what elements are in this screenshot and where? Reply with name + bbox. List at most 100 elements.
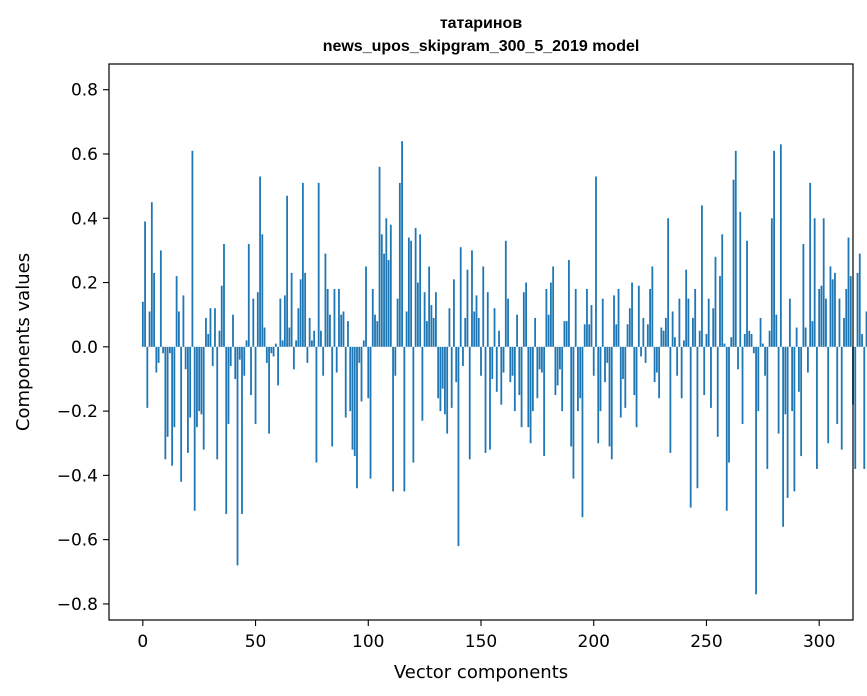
bar-277 [766,346,769,469]
bar-272 [755,346,757,595]
bar-227 [653,346,656,383]
bar-93 [351,346,354,450]
bar-44 [241,346,243,514]
bar-42 [236,346,239,566]
x-tick-label: 250 [690,632,722,652]
bar-25 [198,346,201,412]
bar-62 [281,340,284,347]
bar-198 [588,324,591,347]
bar-30 [209,308,212,347]
bar-305 [829,266,832,347]
bar-103 [374,314,376,347]
bar-104 [376,321,379,347]
bar-10 [164,346,167,460]
bar-100 [367,346,370,399]
bar-195 [581,346,584,518]
bar-176 [538,346,541,370]
x-tick-label: 150 [465,632,497,652]
y-tick-label: 0.4 [71,209,98,229]
bar-140 [457,346,460,547]
bar-202 [597,346,600,444]
bar-182 [552,266,555,347]
bar-1 [144,221,146,347]
bar-306 [831,279,834,347]
bar-169 [522,292,525,347]
bar-260 [728,346,730,463]
bar-109 [387,260,390,347]
bar-55 [265,346,268,363]
bar-48 [250,346,252,396]
bar-282 [777,346,780,434]
bar-249 [703,346,706,396]
bar-196 [583,324,586,347]
bar-87 [338,288,340,347]
bar-173 [531,346,534,412]
bar-251 [707,298,710,347]
y-tick-label: 0.6 [71,145,98,165]
bar-163 [509,346,512,383]
bar-52 [259,176,261,347]
bar-201 [595,176,597,347]
bar-63 [283,295,286,347]
bar-81 [324,253,327,347]
bar-307 [834,272,836,347]
x-tick-label: 300 [803,632,835,652]
bar-296 [809,182,812,347]
bar-200 [592,346,595,376]
bar-216 [628,308,631,347]
bar-69 [297,308,300,347]
bar-286 [786,346,789,498]
bar-221 [640,346,642,357]
bar-314 [849,276,852,347]
bar-229 [658,346,661,399]
bar-154 [489,346,491,450]
bar-248 [701,205,703,347]
bar-116 [403,346,406,492]
bar-15 [175,276,178,347]
bar-118 [407,237,410,347]
bar-294 [804,327,807,347]
bar-110 [389,224,392,347]
bar-262 [732,179,735,347]
bar-162 [507,298,509,347]
bar-27 [202,346,205,450]
bar-188 [565,321,568,347]
bar-9 [162,346,165,354]
bar-191 [572,346,575,479]
bar-265 [739,211,742,347]
bar-210 [615,324,618,347]
bar-54 [263,327,266,347]
bar-47 [247,243,250,347]
bar-212 [619,346,622,418]
bar-137 [450,346,453,408]
bar-279 [770,218,773,347]
bar-219 [635,346,638,428]
bar-297 [811,321,814,347]
bar-34 [218,330,221,347]
bar-39 [229,346,232,367]
y-tick-label: 0.0 [71,338,98,358]
bar-157 [495,346,498,392]
bar-84 [331,346,334,447]
bar-29 [207,333,210,347]
y-axis: −0.8 −0.6 −0.4 −0.2 0.0 0.2 0.4 0.6 0.8 [57,81,109,615]
bar-112 [394,346,397,376]
bar-142 [462,346,464,367]
bar-283 [779,144,782,347]
bar-298 [813,218,816,347]
bar-207 [608,346,611,447]
x-tick-label: 100 [352,632,384,652]
bar-312 [845,288,848,347]
bar-61 [279,298,282,347]
bar-92 [349,346,352,412]
bar-313 [847,237,850,347]
bar-308 [836,346,839,424]
bar-33 [216,346,219,460]
bar-218 [633,346,636,396]
bar-94 [353,346,356,457]
bar-105 [378,166,381,347]
bar-177 [540,346,543,373]
bar-304 [827,346,830,444]
bar-125 [423,292,426,347]
